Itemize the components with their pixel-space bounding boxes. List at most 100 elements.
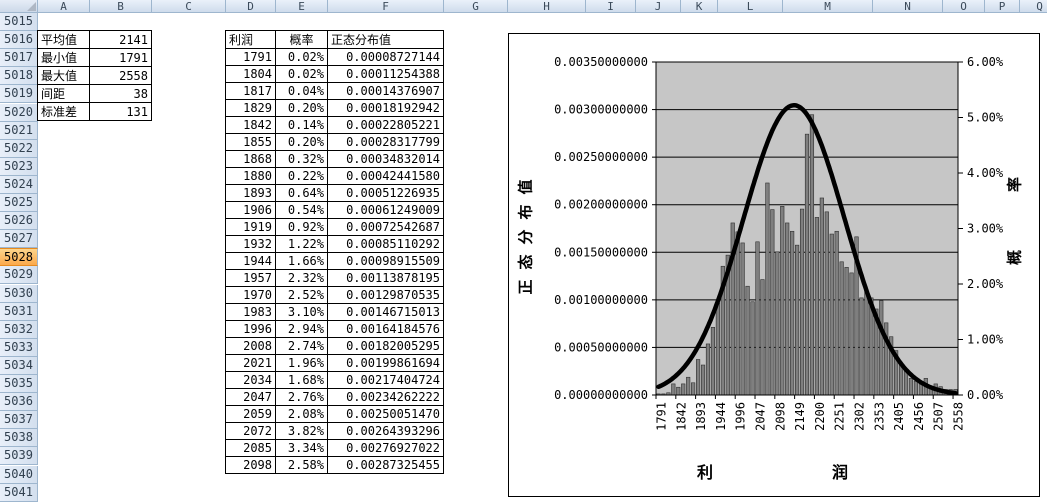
table-cell[interactable]: 0.00276927022 [327,439,444,457]
histogram-bar[interactable] [770,209,775,396]
table-cell[interactable]: 0.22% [275,167,328,185]
table-cell[interactable]: 0.00287325455 [327,456,444,474]
table-cell[interactable]: 2.08% [275,405,328,423]
table-cell[interactable]: 2008 [225,337,276,355]
column-header-J[interactable]: J [636,0,681,13]
column-header-H[interactable]: H [508,0,586,13]
row-header-5026[interactable]: 5026 [0,212,38,231]
histogram-bar[interactable] [691,382,696,396]
table-cell[interactable]: 0.00018192942 [327,99,444,117]
row-header-5017[interactable]: 5017 [0,49,38,68]
row-header-5037[interactable]: 5037 [0,411,38,430]
histogram-bar[interactable] [686,376,691,396]
histogram-bar[interactable] [849,272,854,396]
histogram-bar[interactable] [775,251,780,396]
column-header-E[interactable]: E [276,0,328,13]
row-header-5040[interactable]: 5040 [0,465,38,484]
table-cell[interactable]: 1906 [225,201,276,219]
table-cell[interactable]: 2.74% [275,337,328,355]
histogram-bar[interactable] [795,244,800,396]
histogram-bar[interactable] [839,261,844,396]
table-cell[interactable]: 1.22% [275,235,328,253]
table-cell[interactable]: 0.00250051470 [327,405,444,423]
table-cell[interactable]: 0.92% [275,218,328,236]
table-cell[interactable]: 0.00182005295 [327,337,444,355]
histogram-bar[interactable] [785,222,790,396]
histogram-bar[interactable] [676,386,681,396]
histogram-bar[interactable] [859,297,864,396]
row-header-5028[interactable]: 5028 [0,248,38,267]
table-cell[interactable]: 0.20% [275,99,328,117]
row-header-5033[interactable]: 5033 [0,338,38,357]
summary-label-cell[interactable]: 最小值 [37,48,90,67]
table-cell[interactable]: 1829 [225,99,276,117]
row-header-5029[interactable]: 5029 [0,266,38,285]
summary-value-cell[interactable]: 1791 [89,48,152,67]
table-cell[interactable]: 1880 [225,167,276,185]
summary-label-cell[interactable]: 平均值 [37,30,90,49]
normal-curve[interactable] [656,103,958,396]
table-cell[interactable]: 1944 [225,252,276,270]
table-cell[interactable]: 0.00264393296 [327,422,444,440]
table-cell[interactable]: 0.00034832014 [327,150,444,168]
histogram-bar[interactable] [814,217,819,396]
column-header-M[interactable]: M [783,0,873,13]
histogram-bar[interactable] [790,230,795,396]
row-header-5027[interactable]: 5027 [0,230,38,249]
histogram-bar[interactable] [740,242,745,396]
row-header-5032[interactable]: 5032 [0,320,38,339]
row-header-5023[interactable]: 5023 [0,157,38,176]
table-cell[interactable]: 1791 [225,48,276,66]
histogram-bar[interactable] [898,364,904,396]
row-header-5041[interactable]: 5041 [0,483,38,502]
histogram-bar[interactable] [864,289,869,396]
summary-label-cell[interactable]: 标准差 [37,102,90,121]
histogram-bar[interactable] [750,301,755,396]
table-cell[interactable]: 1893 [225,184,276,202]
table-cell[interactable]: 3.10% [275,303,328,321]
summary-label-cell[interactable]: 间距 [37,84,90,103]
table-cell[interactable]: 2.58% [275,456,328,474]
table-cell[interactable]: 0.04% [275,82,328,100]
column-header-F[interactable]: F [328,0,444,13]
column-header-D[interactable]: D [226,0,276,13]
histogram-bar[interactable] [745,285,750,396]
table-cell[interactable]: 2.32% [275,269,328,287]
row-header-5022[interactable]: 5022 [0,139,38,158]
table-cell[interactable]: 1.66% [275,252,328,270]
table-cell[interactable]: 1983 [225,303,276,321]
row-header-5036[interactable]: 5036 [0,393,38,412]
table-cell[interactable]: 1.96% [275,354,328,372]
table-cell[interactable]: 0.32% [275,150,328,168]
table-cell[interactable]: 1970 [225,286,276,304]
histogram-bar[interactable] [710,326,716,396]
histogram-bar[interactable] [879,300,884,396]
column-header-O[interactable]: O [943,0,985,13]
histogram-bar[interactable] [765,182,770,396]
table-cell[interactable]: 1855 [225,133,276,151]
column-header-I[interactable]: I [586,0,636,13]
select-all-corner[interactable] [0,0,38,13]
table-cell[interactable]: 3.82% [275,422,328,440]
table-cell[interactable]: 1957 [225,269,276,287]
table-cell[interactable]: 0.00028317799 [327,133,444,151]
histogram-bar[interactable] [819,197,824,396]
histogram-bar[interactable] [760,279,765,396]
table-cell[interactable]: 0.54% [275,201,328,219]
row-header-5025[interactable]: 5025 [0,194,38,213]
table-cell[interactable]: 0.00014376907 [327,82,444,100]
histogram-bar[interactable] [829,233,834,396]
table-cell[interactable]: 0.00199861694 [327,354,444,372]
table-cell[interactable]: 2.94% [275,320,328,338]
histogram-bar[interactable] [681,383,686,396]
row-header-5016[interactable]: 5016 [0,31,38,50]
table-header-cell[interactable]: 正态分布值 [327,30,444,49]
table-cell[interactable]: 0.64% [275,184,328,202]
summary-label-cell[interactable]: 最大值 [37,66,90,85]
column-header-K[interactable]: K [681,0,718,13]
row-header-5019[interactable]: 5019 [0,85,38,104]
row-header-5018[interactable]: 5018 [0,67,38,86]
table-cell[interactable]: 2098 [225,456,276,474]
table-header-cell[interactable]: 利润 [225,30,276,49]
table-cell[interactable]: 0.00164184576 [327,320,444,338]
